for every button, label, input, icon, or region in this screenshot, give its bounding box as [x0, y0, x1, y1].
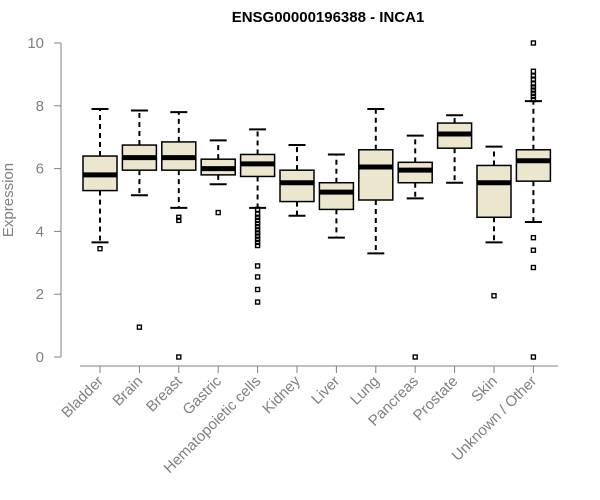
outlier-point: [254, 274, 261, 280]
box-group: [476, 145, 512, 299]
y-tick-label: 4: [36, 223, 44, 240]
box-rect: [515, 149, 552, 182]
y-tick-label: 0: [36, 349, 44, 366]
outlier-point: [136, 324, 143, 330]
y-axis: 0 2 4 6 8 10: [27, 35, 61, 366]
y-tick-label: 6: [36, 161, 44, 178]
outlier-point: [530, 247, 537, 253]
outlier-point: [176, 214, 182, 220]
y-tick-label: 2: [36, 286, 44, 303]
outlier-point: [530, 73, 537, 79]
outlier-point: [254, 239, 261, 246]
outlier-point: [97, 245, 103, 252]
outlier-point: [254, 211, 261, 217]
outlier-point: [412, 354, 418, 360]
outlier-point: [530, 354, 537, 360]
outlier-point: [530, 68, 537, 74]
box-group: [397, 134, 433, 360]
outlier-point: [215, 209, 221, 216]
outlier-point: [254, 286, 261, 293]
box-group: [515, 40, 552, 360]
x-tick-label: Breast: [143, 372, 186, 415]
outlier-point: [254, 223, 261, 230]
box-rect: [476, 164, 512, 219]
box-group: [318, 153, 355, 239]
y-tick-label: 10: [27, 35, 44, 52]
outlier-point: [254, 220, 261, 227]
box-group: [200, 139, 236, 216]
outlier-point: [491, 293, 497, 299]
x-tick-label: Bladder: [58, 373, 107, 422]
chart-title: ENSG00000196388 - INCA1: [232, 9, 425, 26]
outlier-point: [530, 264, 537, 271]
box-group: [239, 128, 276, 305]
box-group: [358, 107, 394, 255]
outlier-point: [530, 93, 537, 100]
x-tick-label: Lung: [347, 373, 383, 409]
x-tick-label: Skin: [468, 373, 501, 406]
box-group: [121, 109, 158, 330]
outlier-point: [254, 242, 261, 249]
outlier-point: [254, 263, 261, 269]
outlier-point: [176, 354, 182, 360]
outlier-point: [530, 87, 537, 93]
y-tick-label: 8: [36, 98, 44, 115]
outlier-point: [254, 299, 261, 305]
outlier-point: [530, 234, 537, 241]
outlier-point: [530, 96, 537, 103]
plot-area: [82, 40, 552, 360]
x-tick-label: Kidney: [259, 372, 304, 417]
outlier-point: [530, 90, 537, 96]
outlier-point: [530, 84, 537, 90]
outlier-point: [254, 233, 261, 239]
outlier-point: [254, 236, 261, 242]
outlier-point: [254, 217, 261, 224]
outlier-point: [254, 214, 261, 220]
box-group: [82, 107, 118, 252]
x-tick-label: Liver: [308, 373, 343, 408]
box-rect: [358, 149, 394, 201]
box-rect: [318, 181, 355, 211]
outlier-point: [530, 76, 537, 82]
outlier-point: [176, 217, 182, 224]
outlier-point: [254, 206, 261, 213]
outlier-point: [530, 40, 537, 46]
x-tick-label: Brain: [109, 373, 146, 410]
y-axis-title: Expression: [0, 163, 17, 237]
box-group: [436, 114, 473, 184]
outlier-point: [254, 230, 261, 236]
box-rect: [279, 169, 315, 203]
box-group: [161, 111, 197, 360]
outlier-point: [254, 227, 261, 233]
box-group: [279, 144, 315, 217]
outlier-point: [530, 81, 537, 87]
